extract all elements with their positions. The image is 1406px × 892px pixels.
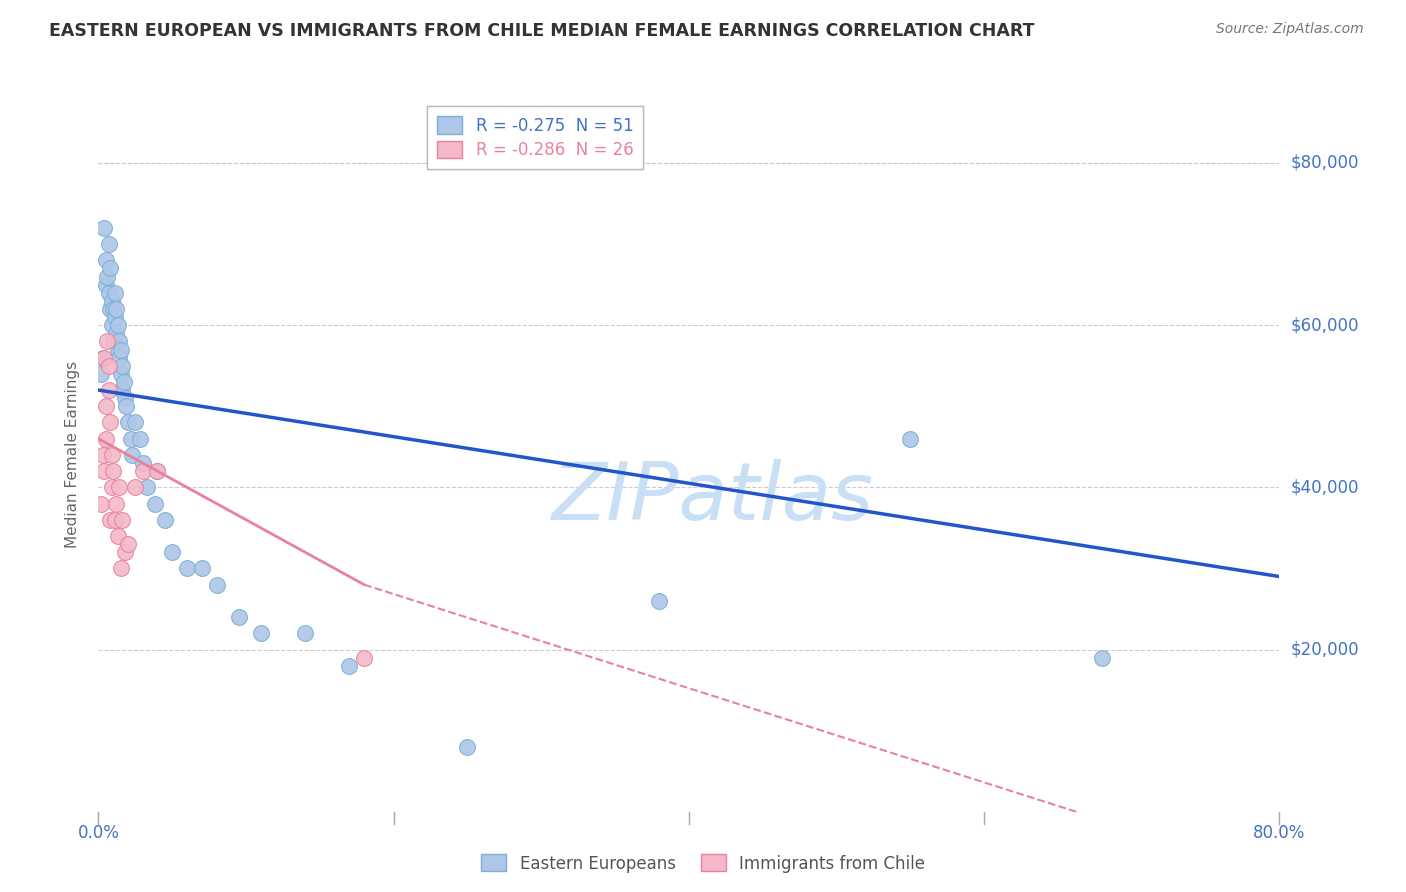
Point <box>111 359 134 373</box>
Point <box>97 383 120 397</box>
Point <box>176 561 198 575</box>
Legend: Eastern Europeans, Immigrants from Chile: Eastern Europeans, Immigrants from Chile <box>474 847 932 880</box>
Text: $60,000: $60,000 <box>1291 316 1360 334</box>
Point <box>105 301 128 316</box>
Text: $40,000: $40,000 <box>1291 478 1360 496</box>
Point <box>93 351 115 365</box>
Point <box>90 497 112 511</box>
Point <box>294 626 316 640</box>
Text: $80,000: $80,000 <box>1291 154 1360 172</box>
Point <box>103 301 125 316</box>
Point <box>94 277 117 292</box>
Point <box>112 375 135 389</box>
Point <box>115 399 138 413</box>
Point <box>103 464 125 478</box>
Point <box>162 545 183 559</box>
Point <box>108 334 131 349</box>
Point <box>110 561 132 575</box>
Point <box>136 480 159 494</box>
Point <box>900 432 922 446</box>
Point <box>228 610 250 624</box>
Point <box>94 399 117 413</box>
Point <box>103 334 125 349</box>
Point <box>107 529 129 543</box>
Point <box>91 351 114 365</box>
Point <box>121 448 143 462</box>
Point <box>94 432 117 446</box>
Y-axis label: Median Female Earnings: Median Female Earnings <box>65 361 80 549</box>
Point <box>107 343 129 357</box>
Point <box>98 261 121 276</box>
Point <box>97 237 120 252</box>
Point <box>114 545 136 559</box>
Point <box>104 285 127 300</box>
Point <box>124 480 146 494</box>
Point <box>98 301 121 316</box>
Point <box>456 739 478 754</box>
Point <box>114 391 136 405</box>
Point <box>97 285 120 300</box>
Point <box>107 318 129 333</box>
Point <box>108 351 131 365</box>
Legend: R = -0.275  N = 51, R = -0.286  N = 26: R = -0.275 N = 51, R = -0.286 N = 26 <box>427 106 644 169</box>
Point <box>205 577 228 591</box>
Point <box>93 464 115 478</box>
Text: $20,000: $20,000 <box>1291 640 1360 658</box>
Point <box>100 318 122 333</box>
Point <box>90 367 112 381</box>
Point <box>104 310 127 324</box>
Point <box>93 220 115 235</box>
Point <box>100 480 122 494</box>
Point <box>96 334 118 349</box>
Point <box>97 359 120 373</box>
Point <box>91 448 114 462</box>
Point <box>105 497 128 511</box>
Point <box>353 650 375 665</box>
Point <box>98 416 121 430</box>
Point <box>105 326 128 341</box>
Point <box>94 253 117 268</box>
Point <box>110 343 132 357</box>
Point <box>146 464 169 478</box>
Point <box>111 383 134 397</box>
Point <box>153 513 176 527</box>
Point <box>117 416 139 430</box>
Point <box>100 448 122 462</box>
Text: EASTERN EUROPEAN VS IMMIGRANTS FROM CHILE MEDIAN FEMALE EARNINGS CORRELATION CHA: EASTERN EUROPEAN VS IMMIGRANTS FROM CHIL… <box>49 22 1035 40</box>
Point <box>337 658 360 673</box>
Point <box>1091 650 1114 665</box>
Point <box>110 367 132 381</box>
Text: ZIPatlas: ZIPatlas <box>551 458 873 537</box>
Point <box>100 293 122 308</box>
Point <box>146 464 169 478</box>
Point <box>96 269 118 284</box>
Point <box>648 594 671 608</box>
Point <box>132 464 155 478</box>
Point <box>250 626 273 640</box>
Point <box>124 416 146 430</box>
Point <box>108 480 131 494</box>
Point <box>128 432 150 446</box>
Text: Source: ZipAtlas.com: Source: ZipAtlas.com <box>1216 22 1364 37</box>
Point <box>98 513 121 527</box>
Point <box>120 432 142 446</box>
Point <box>104 513 127 527</box>
Point <box>132 456 155 470</box>
Point <box>191 561 214 575</box>
Point <box>111 513 134 527</box>
Point <box>143 497 166 511</box>
Point <box>117 537 139 551</box>
